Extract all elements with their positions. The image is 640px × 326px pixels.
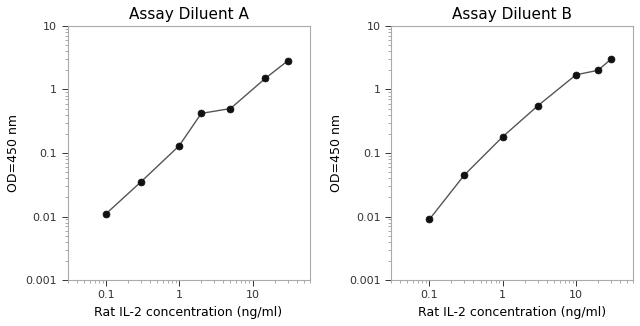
X-axis label: Rat IL-2 concentration (ng/ml): Rat IL-2 concentration (ng/ml) — [95, 306, 283, 319]
Y-axis label: OD=450 nm: OD=450 nm — [330, 114, 344, 192]
Title: Assay Diluent A: Assay Diluent A — [129, 7, 248, 22]
Y-axis label: OD=450 nm: OD=450 nm — [7, 114, 20, 192]
X-axis label: Rat IL-2 concentration (ng/ml): Rat IL-2 concentration (ng/ml) — [418, 306, 606, 319]
Title: Assay Diluent B: Assay Diluent B — [452, 7, 572, 22]
